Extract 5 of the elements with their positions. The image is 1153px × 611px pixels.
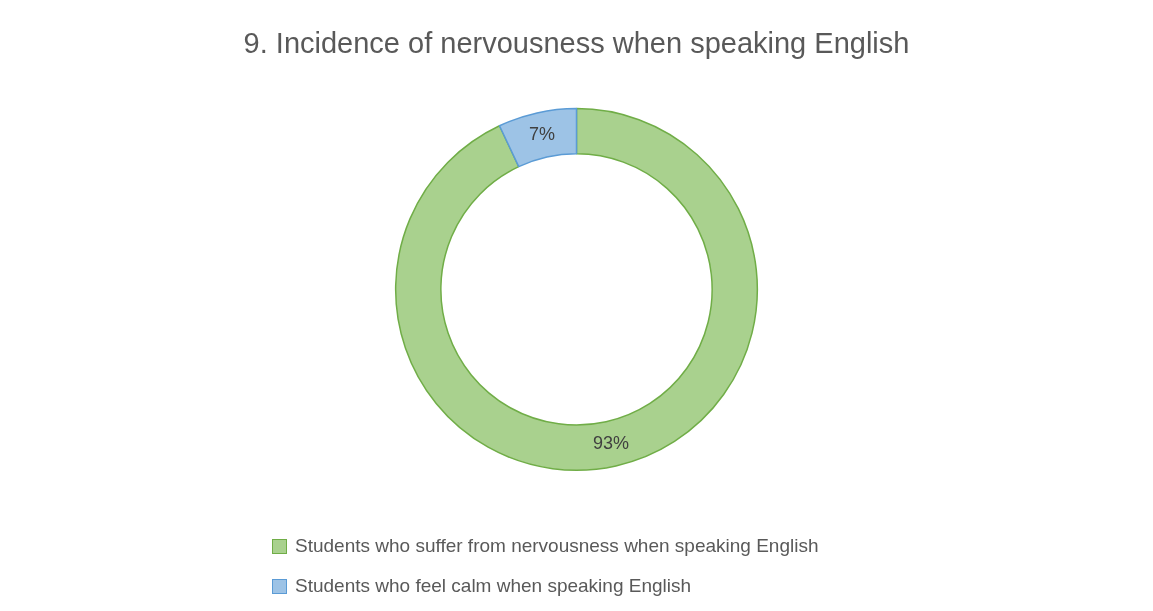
data-label: 93% bbox=[593, 432, 630, 453]
chart-title: 9. Incidence of nervousness when speaking English bbox=[243, 27, 910, 60]
data-label: 7% bbox=[528, 123, 555, 144]
legend-label: Students who suffer from nervousness when speaking English bbox=[295, 535, 819, 557]
legend-label: Students who feel calm when speaking English bbox=[295, 575, 692, 597]
